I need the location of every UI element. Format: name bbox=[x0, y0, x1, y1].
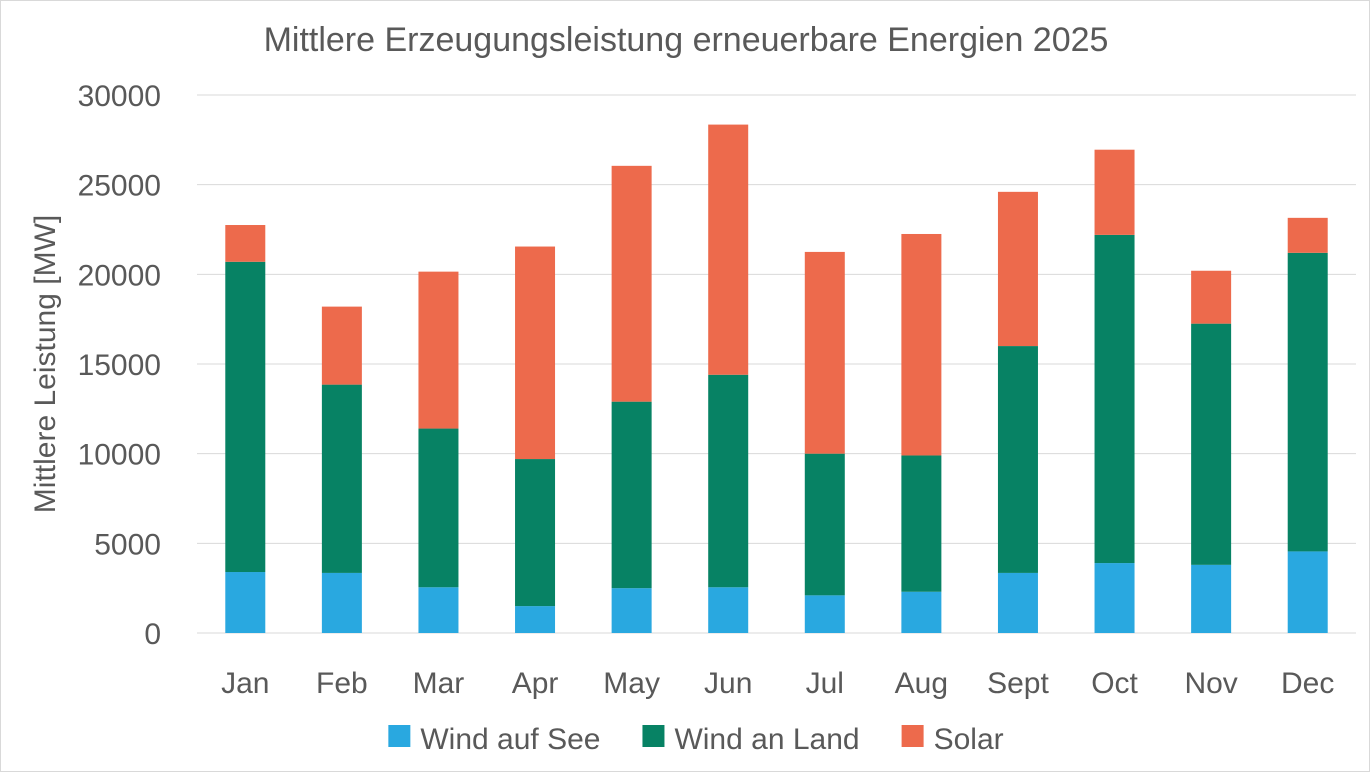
bar-segment bbox=[611, 165, 652, 402]
bar-segment bbox=[1094, 563, 1135, 633]
bar-segment bbox=[1191, 270, 1232, 324]
legend-item: Wind auf See bbox=[388, 723, 600, 756]
bar-segment bbox=[225, 572, 266, 633]
bar-segment bbox=[611, 401, 652, 589]
bar-segment bbox=[321, 572, 362, 633]
bar-segment bbox=[611, 588, 652, 633]
bar-segment bbox=[321, 384, 362, 573]
bar-segment bbox=[901, 591, 942, 633]
legend-swatch bbox=[642, 725, 665, 747]
bar-segment bbox=[321, 306, 362, 385]
bar-segment bbox=[418, 271, 459, 429]
x-tick-label: Mar bbox=[413, 667, 465, 700]
x-tick-label: Jan bbox=[221, 667, 269, 700]
legend-swatch bbox=[388, 725, 411, 747]
x-tick-label: Feb bbox=[316, 667, 368, 700]
bar-segment bbox=[901, 233, 942, 456]
legend-item: Solar bbox=[901, 723, 1004, 756]
x-tick-label: Apr bbox=[512, 667, 559, 700]
bar-segment bbox=[1094, 234, 1135, 564]
bar-segment bbox=[515, 606, 556, 633]
bar-segment bbox=[1191, 323, 1232, 565]
bar-segment bbox=[418, 428, 459, 588]
bar-segment bbox=[997, 572, 1038, 633]
x-tick-label: Oct bbox=[1091, 667, 1138, 700]
y-tick-label: 10000 bbox=[78, 439, 161, 472]
bar-segment bbox=[1094, 149, 1135, 235]
y-tick-label: 0 bbox=[144, 618, 161, 651]
gridlines bbox=[197, 94, 1356, 634]
legend: Wind auf See Wind an Land Solar bbox=[388, 723, 1004, 756]
legend-label: Wind auf See bbox=[420, 723, 600, 756]
bar-segment bbox=[901, 455, 942, 592]
bar-segment bbox=[1191, 564, 1232, 633]
bar-segment bbox=[418, 587, 459, 633]
bar-segment bbox=[708, 124, 749, 375]
x-tick-label: Jun bbox=[704, 667, 752, 700]
x-tick-label: Nov bbox=[1184, 667, 1237, 700]
bar-segment bbox=[1287, 252, 1328, 552]
bar-segment bbox=[708, 587, 749, 633]
legend-label: Solar bbox=[934, 723, 1004, 756]
legend-item: Wind an Land bbox=[642, 723, 860, 756]
bar-segment bbox=[804, 251, 845, 454]
y-tick-label: 30000 bbox=[78, 80, 161, 113]
bar-segment bbox=[804, 453, 845, 596]
x-tick-label: May bbox=[603, 667, 660, 700]
legend-swatch bbox=[901, 725, 924, 747]
x-tick-labels: Jan Feb Mar Apr May Jun Jul Aug Sept Oct Nov Dec bbox=[221, 667, 1334, 700]
bar-segment bbox=[708, 374, 749, 588]
y-tick-label: 15000 bbox=[78, 349, 161, 382]
bar-segment bbox=[1287, 217, 1328, 253]
legend-label: Wind an Land bbox=[674, 723, 859, 756]
bar-segment bbox=[515, 246, 556, 460]
x-tick-label: Dec bbox=[1281, 667, 1334, 700]
bars bbox=[225, 124, 1328, 633]
bar-segment bbox=[1287, 551, 1328, 633]
y-tick-label: 20000 bbox=[78, 259, 161, 292]
bar-segment bbox=[515, 459, 556, 607]
bar-segment bbox=[225, 261, 266, 573]
bar-segment bbox=[804, 595, 845, 633]
x-tick-label: Sept bbox=[987, 667, 1049, 700]
bar-segment bbox=[997, 191, 1038, 347]
chart-title: Mittlere Erzeugungsleistung erneuerbare … bbox=[264, 21, 1109, 59]
bar-segment bbox=[225, 225, 266, 262]
y-tick-label: 25000 bbox=[78, 170, 161, 203]
y-axis-label: Mittlere Leistung [MW] bbox=[29, 215, 62, 513]
x-tick-label: Jul bbox=[806, 667, 844, 700]
y-tick-label: 5000 bbox=[94, 528, 161, 561]
y-tick-labels: 0 5000 10000 15000 20000 25000 30000 bbox=[78, 80, 161, 651]
bar-segment bbox=[997, 346, 1038, 573]
x-tick-label: Aug bbox=[895, 667, 948, 700]
